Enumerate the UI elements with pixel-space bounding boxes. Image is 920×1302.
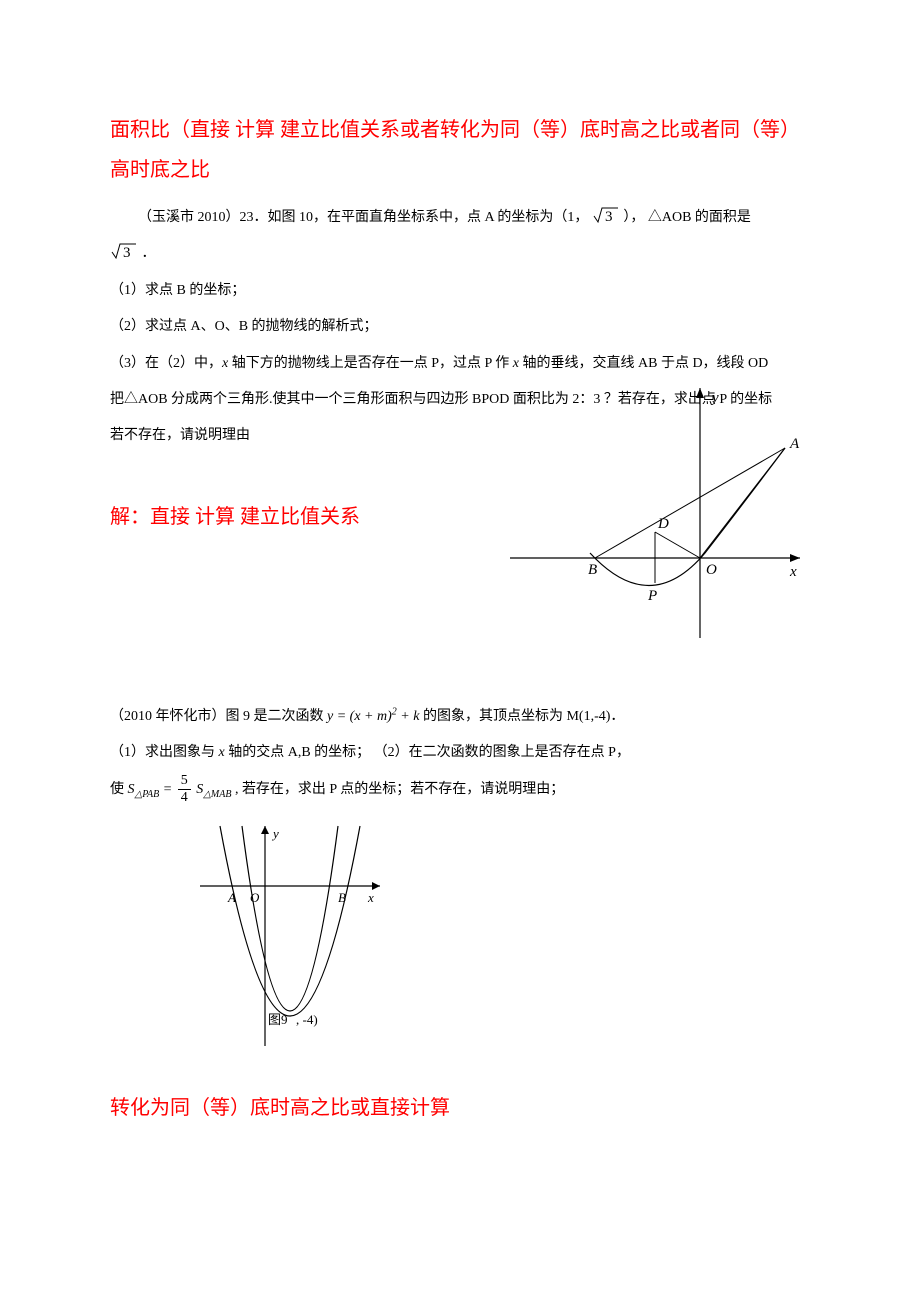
p2-q1: （1）求出图象与 x 轴的交点 A,B 的坐标； （2）在二次函数的图象上是否存… [110,735,810,771]
svg-text:B: B [588,562,597,578]
p1-sqrt-line: 3 ． [110,236,810,272]
p2-l1a: （2010 年怀化市）图 9 是二次函数 [110,709,324,724]
p1-q3a: （3）在（2）中， [110,356,222,371]
document-page: 面积比（直接 计算 建立比值关系或者转化为同（等）底时高之比或者同（等）高时底之… [0,0,920,1190]
footer-method: 转化为同（等）底时高之比或直接计算 [110,1086,810,1130]
p2-q1a: （1）求出图象与 [110,745,219,760]
svg-text:O: O [250,890,260,905]
svg-text:3: 3 [605,209,613,225]
p1-q1: （1）求点 B 的坐标； [110,273,810,309]
svg-text:D: D [657,516,669,532]
svg-text:A: A [789,436,800,452]
p2-l1b: 的图象，其顶点坐标为 M(1,-4)． [423,709,624,724]
p1-period: ． [142,246,156,261]
p2-frac-num: 5 [178,773,191,789]
p2-s-pab: S△PAB [128,782,160,797]
p1-q3c: 轴的垂线，交直线 AB 于点 D，线段 OD [519,356,768,371]
section-title: 面积比（直接 计算 建立比值关系或者转化为同（等）底时高之比或者同（等）高时底之… [110,110,810,190]
svg-text:y: y [710,390,719,406]
svg-text:B: B [338,890,346,905]
p2-q1b: 轴的交点 A,B 的坐标； （2）在二次函数的图象上是否存在点 P， [225,745,630,760]
figure-1: y x A B O D P [490,378,820,658]
svg-text:, -4): , -4) [296,1012,318,1027]
p2-q2: 使 S△PAB = 5 4 S△MAB , 若存在，求出 P 点的坐标；若不存在… [110,772,810,808]
p2-eq: = [163,782,176,797]
p1-source: （玉溪市 2010）23．如图 10，在平面直角坐标系中，点 A 的坐标为（1， [138,210,588,225]
svg-text:P: P [647,588,657,604]
p1-source-tail: ）， △AOB 的面积是 [623,210,751,225]
svg-text:图9: 图9 [268,1012,288,1027]
p2-line1: （2010 年怀化市）图 9 是二次函数 y = (x + m)2 + k 的图… [110,699,810,735]
svg-text:A: A [227,890,236,905]
problem1-stem: （玉溪市 2010）23．如图 10，在平面直角坐标系中，点 A 的坐标为（1，… [110,200,810,236]
svg-text:y: y [271,826,279,841]
figure-2: y x A O B 图9 , -4) [190,816,390,1056]
p1-q2: （2）求过点 A、O、B 的抛物线的解析式； [110,309,810,345]
p1-figure-block: 若不存在，请说明理由 解：直接 计算 建立比值关系 y x A B O D [110,418,810,538]
p2-frac-den: 4 [178,790,191,805]
p2-q2b: , 若存在，求出 P 点的坐标；若不存在，请说明理由； [235,782,564,797]
p2-q2a: 使 [110,782,124,797]
p1-q3-line1: （3）在（2）中，x 轴下方的抛物线上是否存在一点 P，过点 P 作 x 轴的垂… [110,346,810,382]
svg-text:3: 3 [123,245,131,261]
svg-text:x: x [789,564,797,580]
p1-q3b: 轴下方的抛物线上是否存在一点 P，过点 P 作 [228,356,513,371]
svg-text:x: x [367,890,374,905]
svg-text:O: O [706,562,717,578]
p2-formula: y = (x + m)2 + k [327,709,423,724]
p1-sqrt3: 3 [592,210,624,225]
p1-sqrt3b: 3 [110,246,142,261]
p2-s-mab: S△MAB [196,782,231,797]
p2-fraction: 5 4 [178,773,191,805]
